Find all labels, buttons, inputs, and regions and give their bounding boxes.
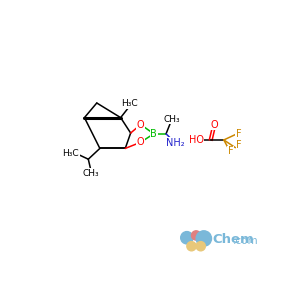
Circle shape (187, 242, 196, 251)
Text: .com: .com (233, 236, 259, 246)
Text: F: F (228, 146, 234, 157)
Text: O: O (211, 119, 218, 130)
Text: HO: HO (189, 135, 204, 145)
Text: CH₃: CH₃ (164, 115, 181, 124)
Circle shape (196, 231, 212, 246)
Text: O: O (137, 137, 145, 147)
Text: NH₂: NH₂ (166, 138, 184, 148)
Text: H₃C: H₃C (121, 99, 137, 108)
Text: Chem: Chem (212, 233, 254, 246)
Text: H₃C: H₃C (62, 148, 79, 158)
Text: O: O (137, 119, 145, 130)
Text: F: F (236, 140, 242, 150)
Circle shape (196, 242, 205, 251)
Circle shape (191, 231, 201, 240)
Circle shape (181, 232, 193, 244)
Text: F: F (236, 129, 241, 139)
Text: CH₃: CH₃ (82, 169, 99, 178)
Text: B: B (150, 129, 157, 139)
